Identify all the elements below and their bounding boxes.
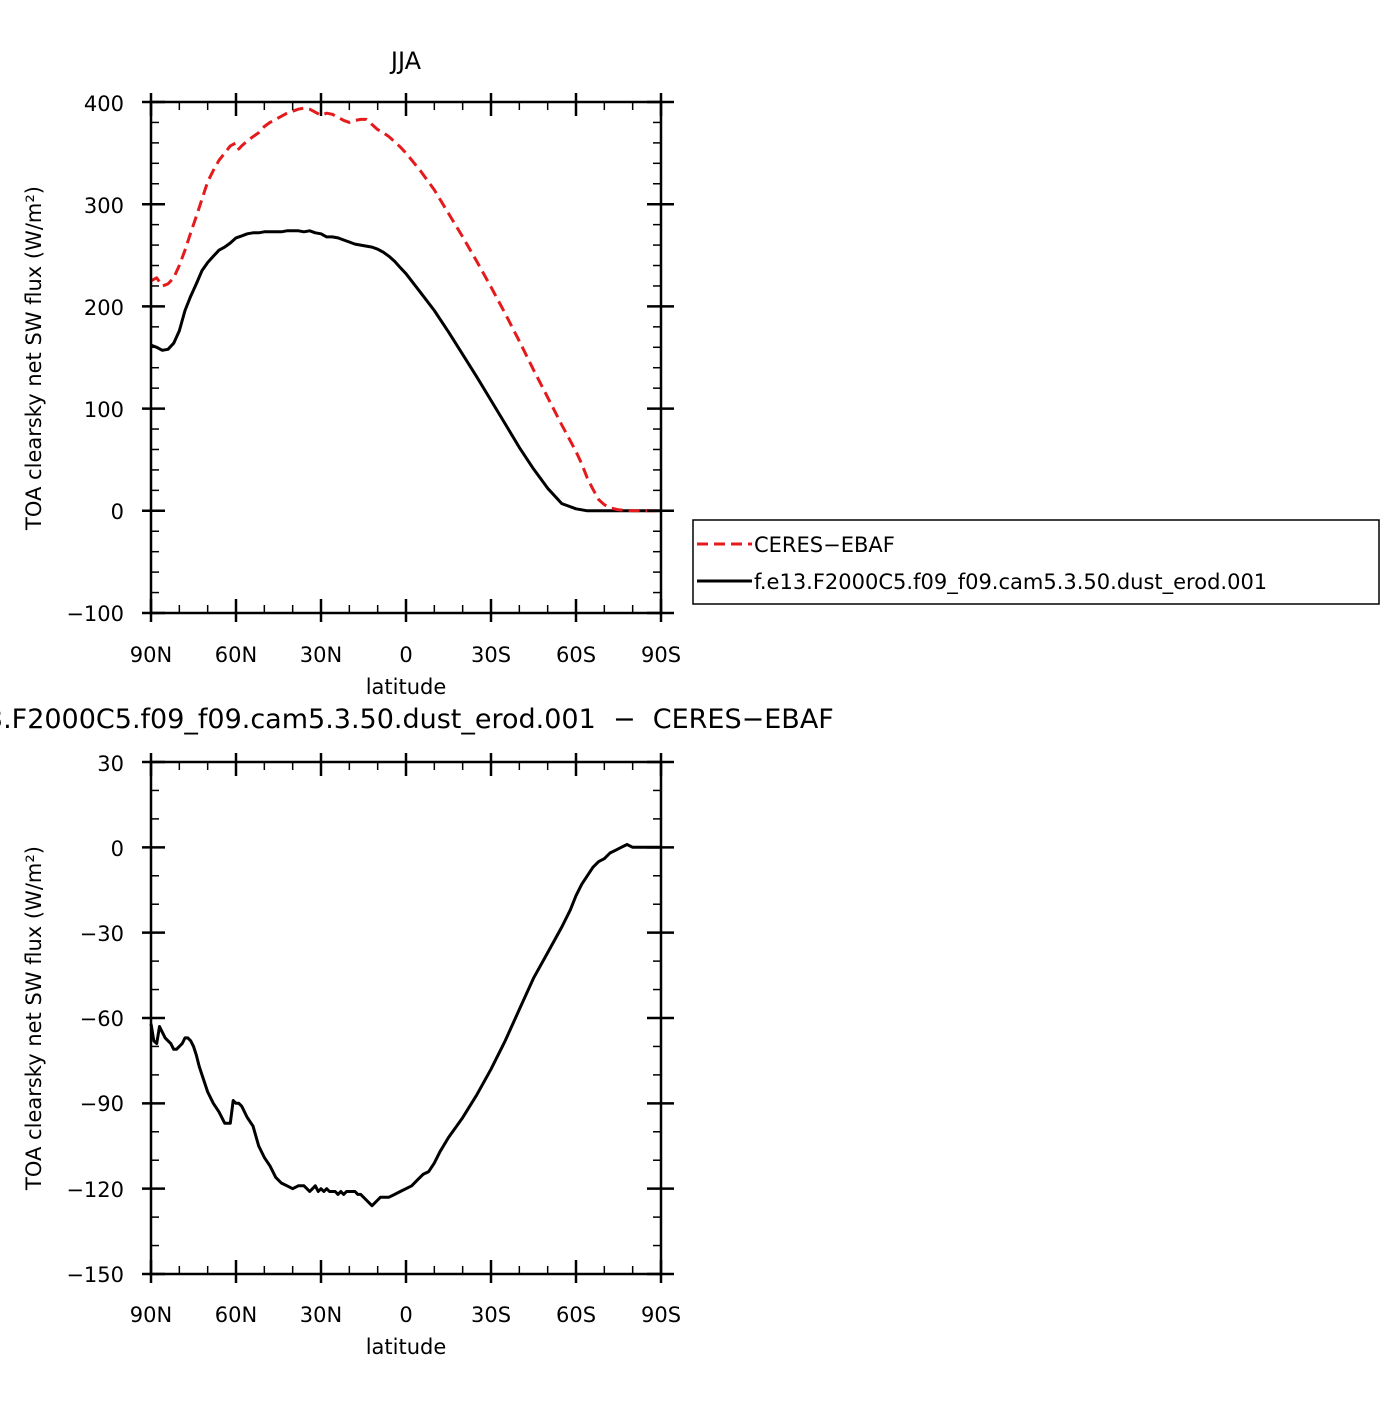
top-series-layer [150, 106, 661, 513]
bottom-x-label-60s: 60S [556, 1303, 596, 1327]
top-y-label-200: 200 [84, 296, 124, 320]
bottom-y-label-30: 30 [97, 752, 124, 776]
top-x-tick-labels: 90N 60N 30N 0 30S 60S 90S [130, 643, 681, 667]
bottom-x-axis-label: latitude [366, 1335, 447, 1359]
bottom-series-layer [149, 843, 661, 1208]
bottom-ticks [142, 753, 674, 1283]
bottom-difference-line [149, 843, 661, 1208]
bottom-x-label-60n: 60N [215, 1303, 257, 1327]
bottom-x-label-90n: 90N [130, 1303, 172, 1327]
bottom-y-label-m90: −90 [80, 1092, 124, 1116]
top-y-label-m100: −100 [66, 602, 124, 626]
top-x-label-0: 0 [399, 643, 412, 667]
bottom-y-tick-labels: −150 −120 −90 −60 −30 0 30 [66, 752, 124, 1287]
top-ticks [142, 93, 674, 622]
bottom-panel: f.e13.F2000C5.f09_f09.cam5.3.50.dust_ero… [0, 704, 834, 1359]
bottom-y-label-0: 0 [111, 837, 124, 861]
top-model-line [150, 229, 661, 513]
top-plot-frame [149, 100, 663, 615]
legend: CERES−EBAF f.e13.F2000C5.f09_f09.cam5.3.… [692, 519, 1380, 605]
bottom-x-label-90s: 90S [641, 1303, 681, 1327]
top-y-label-100: 100 [84, 398, 124, 422]
bottom-x-label-0: 0 [399, 1303, 412, 1327]
top-x-label-90n: 90N [130, 643, 172, 667]
top-y-label-400: 400 [84, 92, 124, 116]
bottom-y-label-m60: −60 [80, 1007, 124, 1031]
top-x-axis-label: latitude [366, 675, 447, 699]
bottom-x-label-30n: 30N [300, 1303, 342, 1327]
top-y-label-300: 300 [84, 194, 124, 218]
bottom-y-label-m150: −150 [66, 1263, 124, 1287]
top-y-label-0: 0 [111, 500, 124, 524]
top-title: JJA [389, 47, 422, 75]
bottom-y-label-m120: −120 [66, 1178, 124, 1202]
legend-box [692, 519, 1380, 605]
legend-ceres-label: CERES−EBAF [754, 533, 895, 557]
top-x-label-90s: 90S [641, 643, 681, 667]
top-x-label-30n: 30N [300, 643, 342, 667]
legend-model-label: f.e13.F2000C5.f09_f09.cam5.3.50.dust_ero… [754, 570, 1267, 595]
top-x-label-30s: 30S [471, 643, 511, 667]
bottom-title: f.e13.F2000C5.f09_f09.cam5.3.50.dust_ero… [0, 704, 834, 735]
top-ceres-line [150, 106, 661, 513]
bottom-x-tick-labels: 90N 60N 30N 0 30S 60S 90S [130, 1303, 681, 1327]
top-y-tick-labels: −100 0 100 200 300 400 [66, 92, 124, 626]
top-y-axis-label: TOA clearsky net SW flux (W/m²) [22, 186, 46, 531]
bottom-y-axis-label: TOA clearsky net SW flux (W/m²) [22, 846, 46, 1191]
bottom-x-label-30s: 30S [471, 1303, 511, 1327]
top-panel: JJA −100 0 100 200 300 400 90N 60N 30N 0… [22, 47, 1380, 699]
top-x-label-60n: 60N [215, 643, 257, 667]
top-x-label-60s: 60S [556, 643, 596, 667]
bottom-plot-frame [149, 760, 663, 1276]
bottom-y-label-m30: −30 [80, 922, 124, 946]
